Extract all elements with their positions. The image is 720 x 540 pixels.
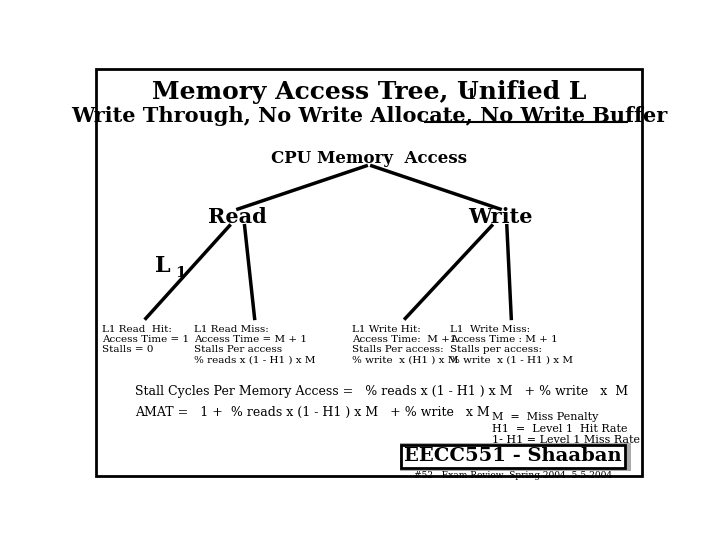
FancyBboxPatch shape xyxy=(96,69,642,476)
FancyBboxPatch shape xyxy=(400,443,631,471)
Text: L1 Read  Hit:
Access Time = 1
Stalls = 0: L1 Read Hit: Access Time = 1 Stalls = 0 xyxy=(102,325,189,354)
Text: EECC551 - Shaaban: EECC551 - Shaaban xyxy=(404,448,622,465)
Text: L: L xyxy=(155,255,171,278)
Text: #52   Exam Review  Spring 2004  5-5-2004: #52 Exam Review Spring 2004 5-5-2004 xyxy=(414,471,612,480)
Text: L1 Write Hit:
Access Time:  M +1
Stalls Per access:
% write  x (H1 ) x M: L1 Write Hit: Access Time: M +1 Stalls P… xyxy=(352,325,459,365)
FancyBboxPatch shape xyxy=(401,446,624,468)
Text: Write: Write xyxy=(468,207,532,227)
Text: Read: Read xyxy=(209,207,267,227)
Text: 1: 1 xyxy=(465,87,476,102)
Text: Write Through, No Write Allocate, No Write Buffer: Write Through, No Write Allocate, No Wri… xyxy=(71,105,667,125)
Text: 1: 1 xyxy=(175,266,186,280)
Text: L1 Read Miss:
Access Time = M + 1
Stalls Per access
% reads x (1 - H1 ) x M: L1 Read Miss: Access Time = M + 1 Stalls… xyxy=(194,325,315,365)
Text: Stall Cycles Per Memory Access =   % reads x (1 - H1 ) x M   + % write   x  M: Stall Cycles Per Memory Access = % reads… xyxy=(135,384,628,397)
Text: CPU Memory  Access: CPU Memory Access xyxy=(271,150,467,167)
Text: AMAT =   1 +  % reads x (1 - H1 ) x M   + % write   x M: AMAT = 1 + % reads x (1 - H1 ) x M + % w… xyxy=(135,406,490,419)
Text: L1  Write Miss:
Access Time : M + 1
Stalls per access:
% write  x (1 - H1 ) x M: L1 Write Miss: Access Time : M + 1 Stall… xyxy=(450,325,573,365)
Text: M  =  Miss Penalty
H1  =  Level 1  Hit Rate
1- H1 = Level 1 Miss Rate: M = Miss Penalty H1 = Level 1 Hit Rate 1… xyxy=(492,412,640,445)
Text: Memory Access Tree, Unified L: Memory Access Tree, Unified L xyxy=(152,80,586,104)
